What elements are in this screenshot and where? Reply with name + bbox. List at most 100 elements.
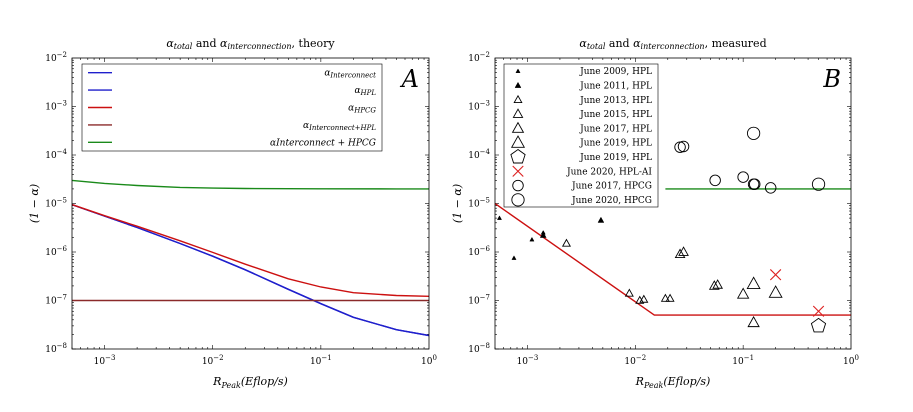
- data-point: [712, 279, 724, 289]
- legend: αInterconnectαHPLαHPCGαInterconnect+HPLα…: [81, 63, 383, 152]
- legend-label-main: α: [354, 86, 360, 96]
- legend-label-sub: Interconnect+HPL: [308, 124, 376, 132]
- tick-exponent: −2: [213, 354, 223, 362]
- legend-label: June 2017, HPL: [579, 124, 652, 134]
- title-part: , theory: [292, 37, 336, 50]
- xlabel-part: R: [635, 375, 644, 388]
- tick-base: 10: [468, 54, 480, 64]
- y-tick-label: 10−3: [468, 100, 490, 113]
- legend-label: June 2013, HPL: [579, 96, 652, 106]
- data-point: [624, 288, 634, 297]
- y-tick-label: 10−4: [45, 148, 67, 161]
- legend-marker: [510, 135, 526, 148]
- xlabel-part: Peak: [643, 381, 664, 390]
- legend-marker: [512, 165, 524, 177]
- series-line-1: [72, 203, 429, 337]
- tick-base: 10: [202, 357, 214, 367]
- data-point: [677, 140, 690, 153]
- data-point: [665, 293, 675, 302]
- tick-exponent: −2: [480, 51, 490, 59]
- tick-exponent: −3: [57, 100, 67, 108]
- tick-base: 10: [421, 357, 433, 367]
- tick-exponent: −4: [57, 148, 68, 156]
- series-line-4: [72, 179, 429, 190]
- legend-label: June 2015, HPL: [579, 110, 652, 120]
- data-point: [674, 141, 686, 153]
- legend-label: αInterconnect + HPCG: [270, 138, 376, 148]
- y-tick-label: 10−6: [45, 245, 67, 258]
- tick-exponent: −3: [480, 100, 490, 108]
- tick-exponent: −6: [480, 245, 491, 253]
- tick-base: 10: [468, 297, 480, 307]
- tick-base: 10: [468, 200, 480, 210]
- data-point: [811, 177, 826, 191]
- tick-base: 10: [45, 200, 57, 210]
- title-part: α: [166, 37, 174, 50]
- legend-label: αInterconnect: [324, 69, 376, 80]
- y-tick-label: 10−2: [468, 51, 490, 64]
- tick-base: 10: [468, 248, 480, 258]
- title-part: and: [605, 37, 633, 50]
- y-tick-label: 10−7: [468, 294, 490, 307]
- legend-label: αHPCG: [348, 104, 376, 115]
- legend-marker-stroke: [512, 165, 524, 177]
- x-tick-label: 100: [843, 354, 859, 367]
- data-point-stroke: [769, 269, 782, 281]
- data-point: [747, 315, 760, 328]
- title-part: α: [633, 37, 641, 50]
- y-tick-label: 10−7: [45, 294, 67, 307]
- y-tick-label: 10−5: [45, 197, 67, 210]
- legend-label-sub: Interconnect: [329, 72, 376, 80]
- tick-base: 10: [45, 151, 57, 161]
- panel-label: A: [400, 65, 419, 93]
- data-point: [747, 178, 760, 190]
- data-point: [639, 294, 649, 303]
- tick-base: 10: [310, 357, 322, 367]
- xlabel-part: Peak: [220, 381, 241, 390]
- legend-marker: [515, 68, 521, 73]
- tick-base: 10: [45, 345, 57, 355]
- y-tick-label: 10−4: [468, 148, 490, 161]
- tick-base: 10: [45, 248, 57, 258]
- title-part: interconnection: [227, 42, 291, 51]
- plot-area: [72, 179, 429, 337]
- y-axis-label: (1 − α): [451, 184, 464, 223]
- y-tick-label: 10−8: [45, 342, 67, 355]
- tick-exponent: −3: [105, 354, 115, 362]
- legend-label: June 2009, HPL: [579, 67, 652, 77]
- legend-label: June 2019, HPL: [579, 139, 652, 149]
- tick-base: 10: [468, 151, 480, 161]
- legend-marker: [514, 81, 522, 88]
- data-point: [736, 287, 750, 299]
- legend-marker: [512, 179, 524, 192]
- x-tick-label: 10−3: [94, 354, 116, 367]
- data-point: [768, 285, 783, 298]
- axes-frame: [494, 57, 852, 350]
- x-tick-label: 100: [421, 354, 437, 367]
- title-part: , measured: [705, 37, 767, 50]
- tick-base: 10: [94, 357, 106, 367]
- data-point: [810, 317, 827, 333]
- title-part: α: [220, 37, 228, 50]
- tick-base: 10: [732, 357, 744, 367]
- y-tick-label: 10−5: [468, 197, 490, 210]
- series-line-0: [72, 203, 429, 337]
- y-axis-label: (1 − α): [28, 184, 41, 223]
- data-point: [748, 178, 761, 190]
- tick-base: 10: [45, 54, 57, 64]
- x-tick-label: 10−3: [517, 354, 539, 367]
- plot-area: [495, 126, 851, 333]
- legend-marker: [511, 193, 525, 207]
- x-tick-label: 10−1: [310, 354, 332, 367]
- legend-marker: [512, 108, 524, 118]
- data-point: [674, 248, 686, 259]
- data-point: [660, 293, 670, 302]
- data-point: [764, 182, 777, 194]
- tick-exponent: 0: [432, 354, 436, 362]
- legend-label-main: αInterconnect + HPCG: [270, 138, 376, 148]
- legend-marker: [511, 121, 525, 133]
- legend-label: June 2017, HPCG: [571, 182, 652, 192]
- tick-exponent: −4: [480, 148, 491, 156]
- legend-label-main: α: [348, 104, 354, 114]
